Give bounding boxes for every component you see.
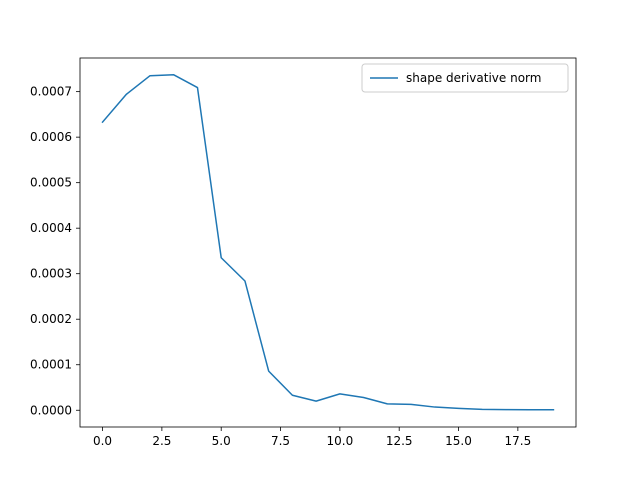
y-tick-label: 0.0001 xyxy=(30,358,72,372)
legend: shape derivative norm xyxy=(361,63,569,93)
legend-label: shape derivative norm xyxy=(406,71,541,85)
x-tick-label: 12.5 xyxy=(386,434,413,448)
y-tick-label: 0.0004 xyxy=(30,221,72,235)
x-tick-label: 0.0 xyxy=(93,434,112,448)
y-tick-label: 0.0003 xyxy=(30,267,72,281)
x-tick-label: 2.5 xyxy=(152,434,171,448)
y-tick-label: 0.0002 xyxy=(30,312,72,326)
y-tick-label: 0.0006 xyxy=(30,130,72,144)
series-line xyxy=(101,74,555,411)
plot-area xyxy=(79,57,577,428)
x-tick-label: 10.0 xyxy=(327,434,354,448)
x-tick-label: 15.0 xyxy=(445,434,472,448)
x-tick-label: 17.5 xyxy=(504,434,531,448)
y-tick-label: 0.0000 xyxy=(30,403,72,417)
y-tick-label: 0.0005 xyxy=(30,176,72,190)
x-tick-label: 5.0 xyxy=(212,434,231,448)
y-axis: 0.0000 0.0001 0.0002 0.0003 0.0004 0.0005 0.00… xyxy=(30,85,80,417)
series-layer xyxy=(101,74,555,411)
legend-box xyxy=(361,63,569,93)
y-tick-label: 0.0007 xyxy=(30,85,72,99)
x-tick-label: 7.5 xyxy=(271,434,290,448)
x-axis: 0.0 2.5 5.0 7.5 10.0 12.5 15.0 17.5 xyxy=(93,427,531,448)
axes-frame xyxy=(79,57,577,428)
